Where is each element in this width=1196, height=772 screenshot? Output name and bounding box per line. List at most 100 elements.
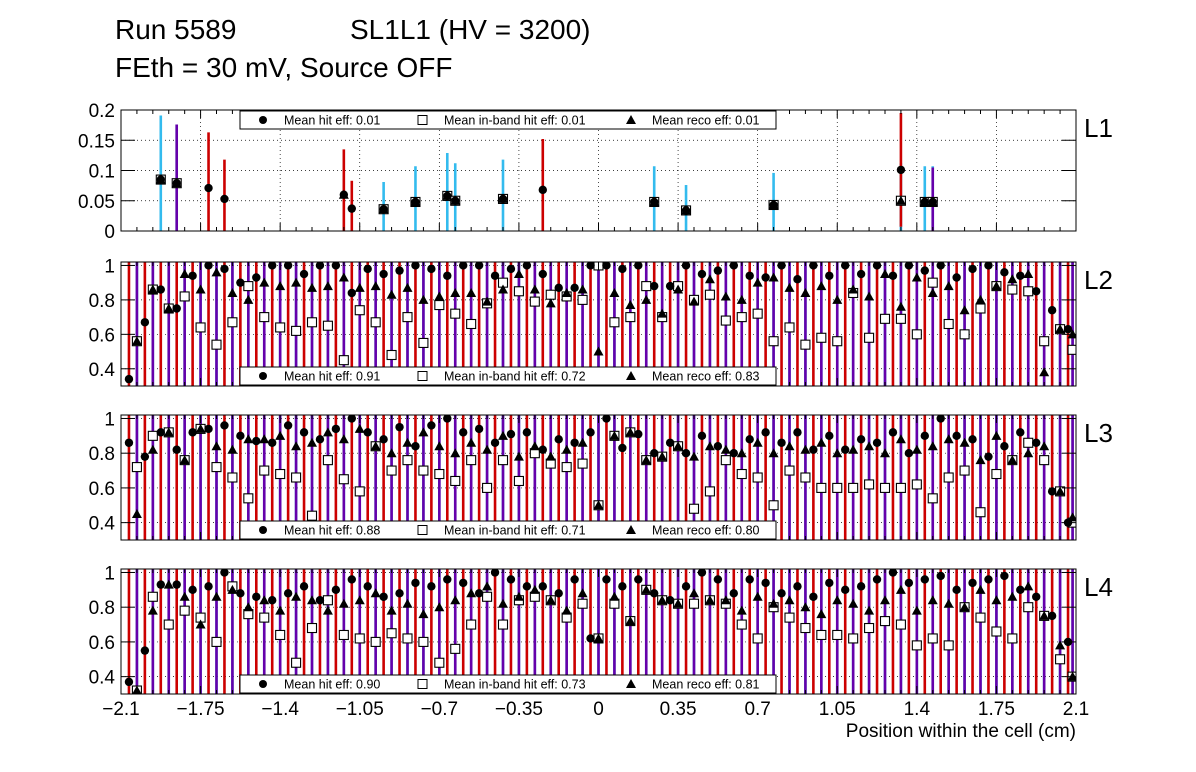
hit-point	[220, 569, 229, 577]
inband-point	[275, 629, 286, 641]
inband-point	[959, 465, 970, 476]
inband-point	[450, 308, 461, 319]
hit-point	[920, 266, 929, 275]
hit-point	[602, 415, 611, 423]
inband-point	[609, 317, 620, 328]
inband-point	[259, 312, 270, 323]
reco-point	[848, 284, 859, 294]
reco-point	[943, 434, 954, 444]
hit-point	[602, 575, 611, 584]
reco-point	[307, 437, 317, 447]
reco-point	[704, 441, 715, 451]
hit-point	[1016, 585, 1025, 595]
reco-point	[895, 584, 906, 594]
inband-point	[800, 622, 811, 634]
reco-point	[816, 609, 827, 619]
data-layer	[124, 569, 1076, 694]
conditions-title: FEth = 30 mV, Source OFF	[115, 52, 453, 83]
inband-point	[402, 455, 413, 466]
inband-point	[768, 500, 779, 511]
legend-hit-label: Mean hit eff: 0.91	[284, 370, 380, 384]
hit-point	[745, 271, 754, 280]
hit-point	[896, 165, 906, 175]
reco-point	[657, 308, 668, 318]
inband-point	[1023, 286, 1034, 297]
x-tick-label: 0.7	[744, 699, 770, 720]
inband-point	[975, 303, 986, 314]
hit-point	[554, 589, 563, 598]
inband-point	[864, 479, 875, 490]
hit-point	[506, 429, 516, 439]
reco-point	[386, 289, 397, 299]
reco-point	[322, 427, 333, 437]
hit-point	[777, 262, 786, 270]
legend-inband-marker	[417, 115, 428, 125]
reco-point	[418, 609, 429, 619]
reco-point	[736, 448, 747, 458]
inband-point	[784, 612, 795, 623]
reco-point	[195, 423, 206, 433]
reco-point	[482, 444, 493, 454]
hit-point	[586, 634, 595, 643]
reco-point	[322, 605, 333, 615]
inband-point	[386, 349, 397, 361]
hit-point	[872, 262, 882, 270]
hit-point	[650, 589, 659, 598]
hit-point	[586, 262, 595, 270]
reco-point	[848, 598, 859, 608]
inband-point	[736, 468, 747, 480]
y-tick-label: 0.1	[89, 162, 115, 183]
reco-point	[561, 605, 572, 615]
hit-point	[236, 431, 245, 441]
inband-point	[927, 633, 938, 644]
hit-point	[713, 266, 723, 275]
legend-inband-label: Mean in-band hit eff: 0.01	[444, 114, 586, 128]
hit-point	[888, 271, 898, 280]
reco-point	[418, 427, 429, 437]
reco-point	[482, 581, 493, 591]
hit-point	[920, 431, 929, 441]
reco-point	[784, 441, 795, 451]
legend-inband-label: Mean in-band hit eff: 0.71	[444, 524, 586, 538]
reco-point	[768, 272, 779, 282]
hit-point	[570, 283, 579, 293]
inband-point	[1055, 654, 1066, 665]
reco-point	[498, 193, 508, 203]
reco-point	[402, 598, 413, 608]
hit-point	[443, 575, 452, 584]
reco-point	[768, 598, 779, 608]
inband-point	[434, 657, 445, 668]
reco-point	[195, 619, 206, 629]
y-tick-label: 0.6	[89, 325, 115, 346]
reco-point	[498, 284, 508, 294]
hit-point	[538, 445, 547, 454]
hit-point	[793, 582, 802, 591]
reco-point	[593, 633, 604, 643]
legend: Mean hit eff: 0.90 Mean in-band hit eff: …	[239, 674, 777, 694]
reco-point	[370, 281, 381, 291]
inband-point	[338, 474, 349, 485]
reco-point	[609, 288, 620, 297]
inband-point	[625, 312, 636, 323]
hit-point	[140, 318, 150, 327]
hit-point	[825, 271, 834, 280]
reco-point	[529, 584, 540, 594]
reco-point	[1055, 640, 1066, 650]
reco-point	[991, 430, 1002, 440]
inband-point	[482, 591, 493, 602]
x-axis-label: Position within the cell (cm)	[846, 721, 1076, 742]
hit-point	[411, 578, 420, 588]
hit-point	[220, 421, 229, 430]
hit-point	[204, 183, 213, 193]
x-tick-label: −1.75	[177, 699, 225, 720]
reco-point	[434, 441, 445, 451]
reco-point	[991, 281, 1002, 291]
hit-point	[618, 443, 627, 453]
legend-reco-marker	[626, 115, 636, 124]
reco-point	[649, 196, 660, 206]
inband-point	[338, 355, 349, 366]
hit-point	[538, 185, 547, 195]
hit-point	[522, 428, 532, 437]
hit-point	[952, 273, 961, 282]
reco-point	[386, 448, 397, 458]
